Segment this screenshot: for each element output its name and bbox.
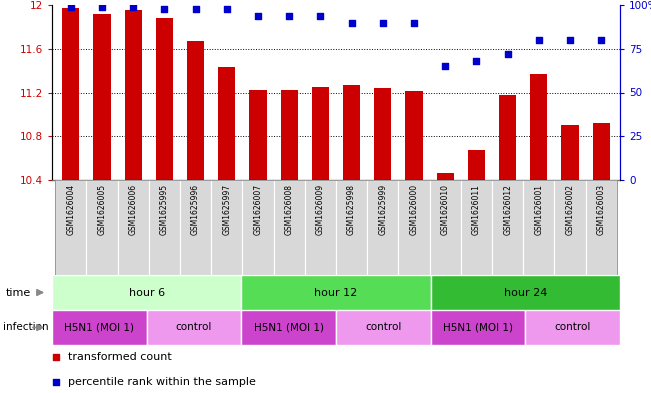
- Text: H5N1 (MOI 1): H5N1 (MOI 1): [254, 323, 324, 332]
- Point: [97, 4, 107, 10]
- Bar: [211, 180, 242, 275]
- Bar: [242, 310, 336, 345]
- Bar: [406, 92, 422, 180]
- Bar: [242, 275, 431, 310]
- Text: GSM1626001: GSM1626001: [534, 184, 544, 235]
- Text: transformed count: transformed count: [68, 352, 172, 362]
- Bar: [218, 67, 236, 180]
- Bar: [281, 90, 298, 180]
- Text: GSM1625997: GSM1625997: [222, 184, 231, 235]
- Point: [378, 19, 388, 26]
- Text: GSM1626008: GSM1626008: [284, 184, 294, 235]
- Text: time: time: [6, 288, 31, 298]
- Point: [346, 19, 357, 26]
- Bar: [374, 88, 391, 180]
- Bar: [531, 74, 547, 180]
- Point: [315, 12, 326, 18]
- Bar: [52, 275, 242, 310]
- Bar: [146, 310, 242, 345]
- Bar: [336, 180, 367, 275]
- Bar: [62, 8, 79, 180]
- Point: [51, 354, 61, 360]
- Bar: [586, 180, 617, 275]
- Text: H5N1 (MOI 1): H5N1 (MOI 1): [64, 323, 134, 332]
- Bar: [468, 151, 485, 180]
- Point: [409, 19, 419, 26]
- Point: [596, 37, 607, 43]
- Bar: [499, 95, 516, 180]
- Point: [159, 6, 169, 12]
- Bar: [555, 180, 586, 275]
- Text: percentile rank within the sample: percentile rank within the sample: [68, 377, 256, 387]
- Bar: [55, 180, 87, 275]
- Bar: [525, 310, 620, 345]
- Bar: [118, 180, 148, 275]
- Bar: [523, 180, 555, 275]
- Text: GSM1626004: GSM1626004: [66, 184, 76, 235]
- Point: [284, 12, 294, 18]
- Bar: [430, 180, 461, 275]
- Point: [66, 4, 76, 10]
- Text: GSM1626011: GSM1626011: [472, 184, 481, 235]
- Text: GSM1626010: GSM1626010: [441, 184, 450, 235]
- Bar: [87, 180, 118, 275]
- Bar: [492, 180, 523, 275]
- Text: GSM1625998: GSM1625998: [347, 184, 356, 235]
- Bar: [336, 310, 431, 345]
- Point: [128, 4, 139, 10]
- Text: GSM1626009: GSM1626009: [316, 184, 325, 235]
- Bar: [305, 180, 336, 275]
- Text: GSM1626002: GSM1626002: [566, 184, 575, 235]
- Text: GSM1625995: GSM1625995: [160, 184, 169, 235]
- Bar: [461, 180, 492, 275]
- Point: [440, 63, 450, 70]
- Point: [565, 37, 575, 43]
- Bar: [431, 275, 620, 310]
- Bar: [592, 123, 610, 180]
- Text: GSM1626003: GSM1626003: [597, 184, 606, 235]
- Bar: [561, 125, 579, 180]
- Point: [471, 58, 482, 64]
- Text: control: control: [176, 323, 212, 332]
- Text: GSM1625999: GSM1625999: [378, 184, 387, 235]
- Bar: [180, 180, 211, 275]
- Text: hour 12: hour 12: [314, 288, 357, 298]
- Text: GSM1626012: GSM1626012: [503, 184, 512, 235]
- Point: [221, 6, 232, 12]
- Point: [190, 6, 201, 12]
- Bar: [273, 180, 305, 275]
- Point: [503, 51, 513, 57]
- Bar: [343, 85, 360, 180]
- Bar: [312, 87, 329, 180]
- Text: hour 24: hour 24: [504, 288, 547, 298]
- Bar: [367, 180, 398, 275]
- Bar: [93, 14, 111, 180]
- Bar: [148, 180, 180, 275]
- Text: GSM1626000: GSM1626000: [409, 184, 419, 235]
- Text: GSM1626005: GSM1626005: [98, 184, 106, 235]
- Bar: [187, 41, 204, 180]
- Bar: [242, 180, 273, 275]
- Text: GSM1626007: GSM1626007: [253, 184, 262, 235]
- Bar: [398, 180, 430, 275]
- Text: infection: infection: [3, 323, 49, 332]
- Bar: [437, 173, 454, 180]
- Text: hour 6: hour 6: [129, 288, 165, 298]
- Point: [534, 37, 544, 43]
- Text: H5N1 (MOI 1): H5N1 (MOI 1): [443, 323, 513, 332]
- Bar: [156, 18, 173, 180]
- Bar: [431, 310, 525, 345]
- Bar: [249, 90, 266, 180]
- Text: control: control: [365, 323, 402, 332]
- Point: [253, 12, 263, 18]
- Text: GSM1625996: GSM1625996: [191, 184, 200, 235]
- Bar: [52, 310, 146, 345]
- Text: GSM1626006: GSM1626006: [129, 184, 137, 235]
- Text: control: control: [555, 323, 591, 332]
- Point: [51, 379, 61, 385]
- Bar: [124, 11, 142, 180]
